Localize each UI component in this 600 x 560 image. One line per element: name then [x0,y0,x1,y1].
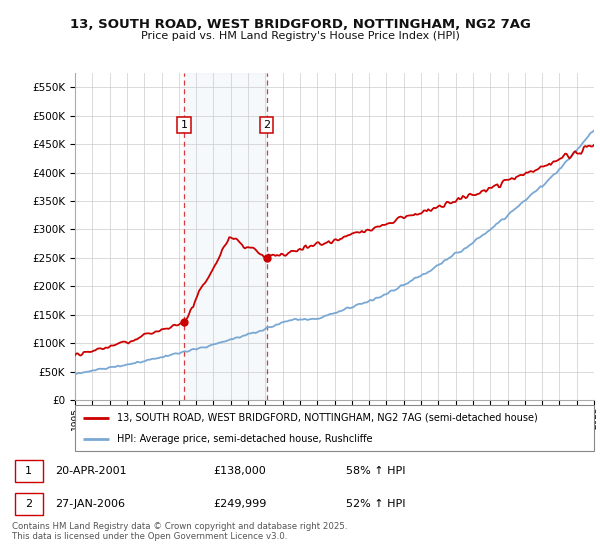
Text: 27-JAN-2006: 27-JAN-2006 [55,499,125,509]
Text: 52% ↑ HPI: 52% ↑ HPI [346,499,406,509]
Text: 20-APR-2001: 20-APR-2001 [55,466,127,476]
Text: 2: 2 [263,120,270,130]
Text: 1: 1 [25,466,32,476]
FancyBboxPatch shape [75,405,594,451]
Text: 13, SOUTH ROAD, WEST BRIDGFORD, NOTTINGHAM, NG2 7AG (semi-detached house): 13, SOUTH ROAD, WEST BRIDGFORD, NOTTINGH… [116,413,537,423]
Text: £249,999: £249,999 [214,499,267,509]
Text: £138,000: £138,000 [214,466,266,476]
Text: HPI: Average price, semi-detached house, Rushcliffe: HPI: Average price, semi-detached house,… [116,435,372,444]
Bar [184,73,266,400]
Text: 13, SOUTH ROAD, WEST BRIDGFORD, NOTTINGHAM, NG2 7AG: 13, SOUTH ROAD, WEST BRIDGFORD, NOTTINGH… [70,18,530,31]
Text: 2: 2 [25,499,32,509]
FancyBboxPatch shape [15,493,43,515]
Text: Contains HM Land Registry data © Crown copyright and database right 2025.
This d: Contains HM Land Registry data © Crown c… [12,522,347,542]
Text: Price paid vs. HM Land Registry's House Price Index (HPI): Price paid vs. HM Land Registry's House … [140,31,460,41]
Text: 1: 1 [181,120,187,130]
FancyBboxPatch shape [15,460,43,482]
Text: 58% ↑ HPI: 58% ↑ HPI [346,466,406,476]
